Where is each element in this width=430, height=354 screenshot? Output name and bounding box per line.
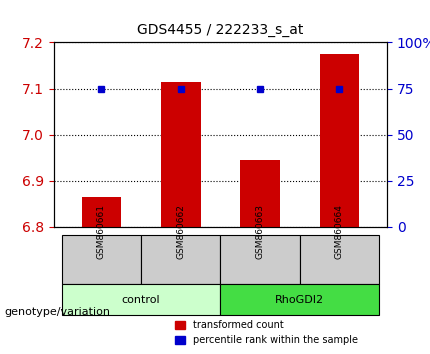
Text: GSM860661: GSM860661 — [97, 204, 106, 259]
FancyBboxPatch shape — [300, 235, 379, 284]
Text: GSM860664: GSM860664 — [335, 205, 344, 259]
Legend: transformed count, percentile rank within the sample: transformed count, percentile rank withi… — [172, 316, 362, 349]
Bar — [319, 54, 359, 227]
FancyBboxPatch shape — [220, 235, 300, 284]
FancyBboxPatch shape — [61, 284, 220, 315]
Text: genotype/variation: genotype/variation — [4, 307, 111, 316]
Title: GDS4455 / 222233_s_at: GDS4455 / 222233_s_at — [137, 23, 304, 37]
Text: GSM860662: GSM860662 — [176, 205, 185, 259]
Bar — [82, 197, 121, 227]
Text: GSM860663: GSM860663 — [255, 204, 264, 259]
Text: control: control — [122, 295, 160, 304]
FancyBboxPatch shape — [220, 284, 379, 315]
Text: RhoGDI2: RhoGDI2 — [275, 295, 324, 304]
Bar — [161, 82, 200, 227]
FancyBboxPatch shape — [141, 235, 220, 284]
FancyBboxPatch shape — [61, 235, 141, 284]
Bar — [240, 160, 280, 227]
